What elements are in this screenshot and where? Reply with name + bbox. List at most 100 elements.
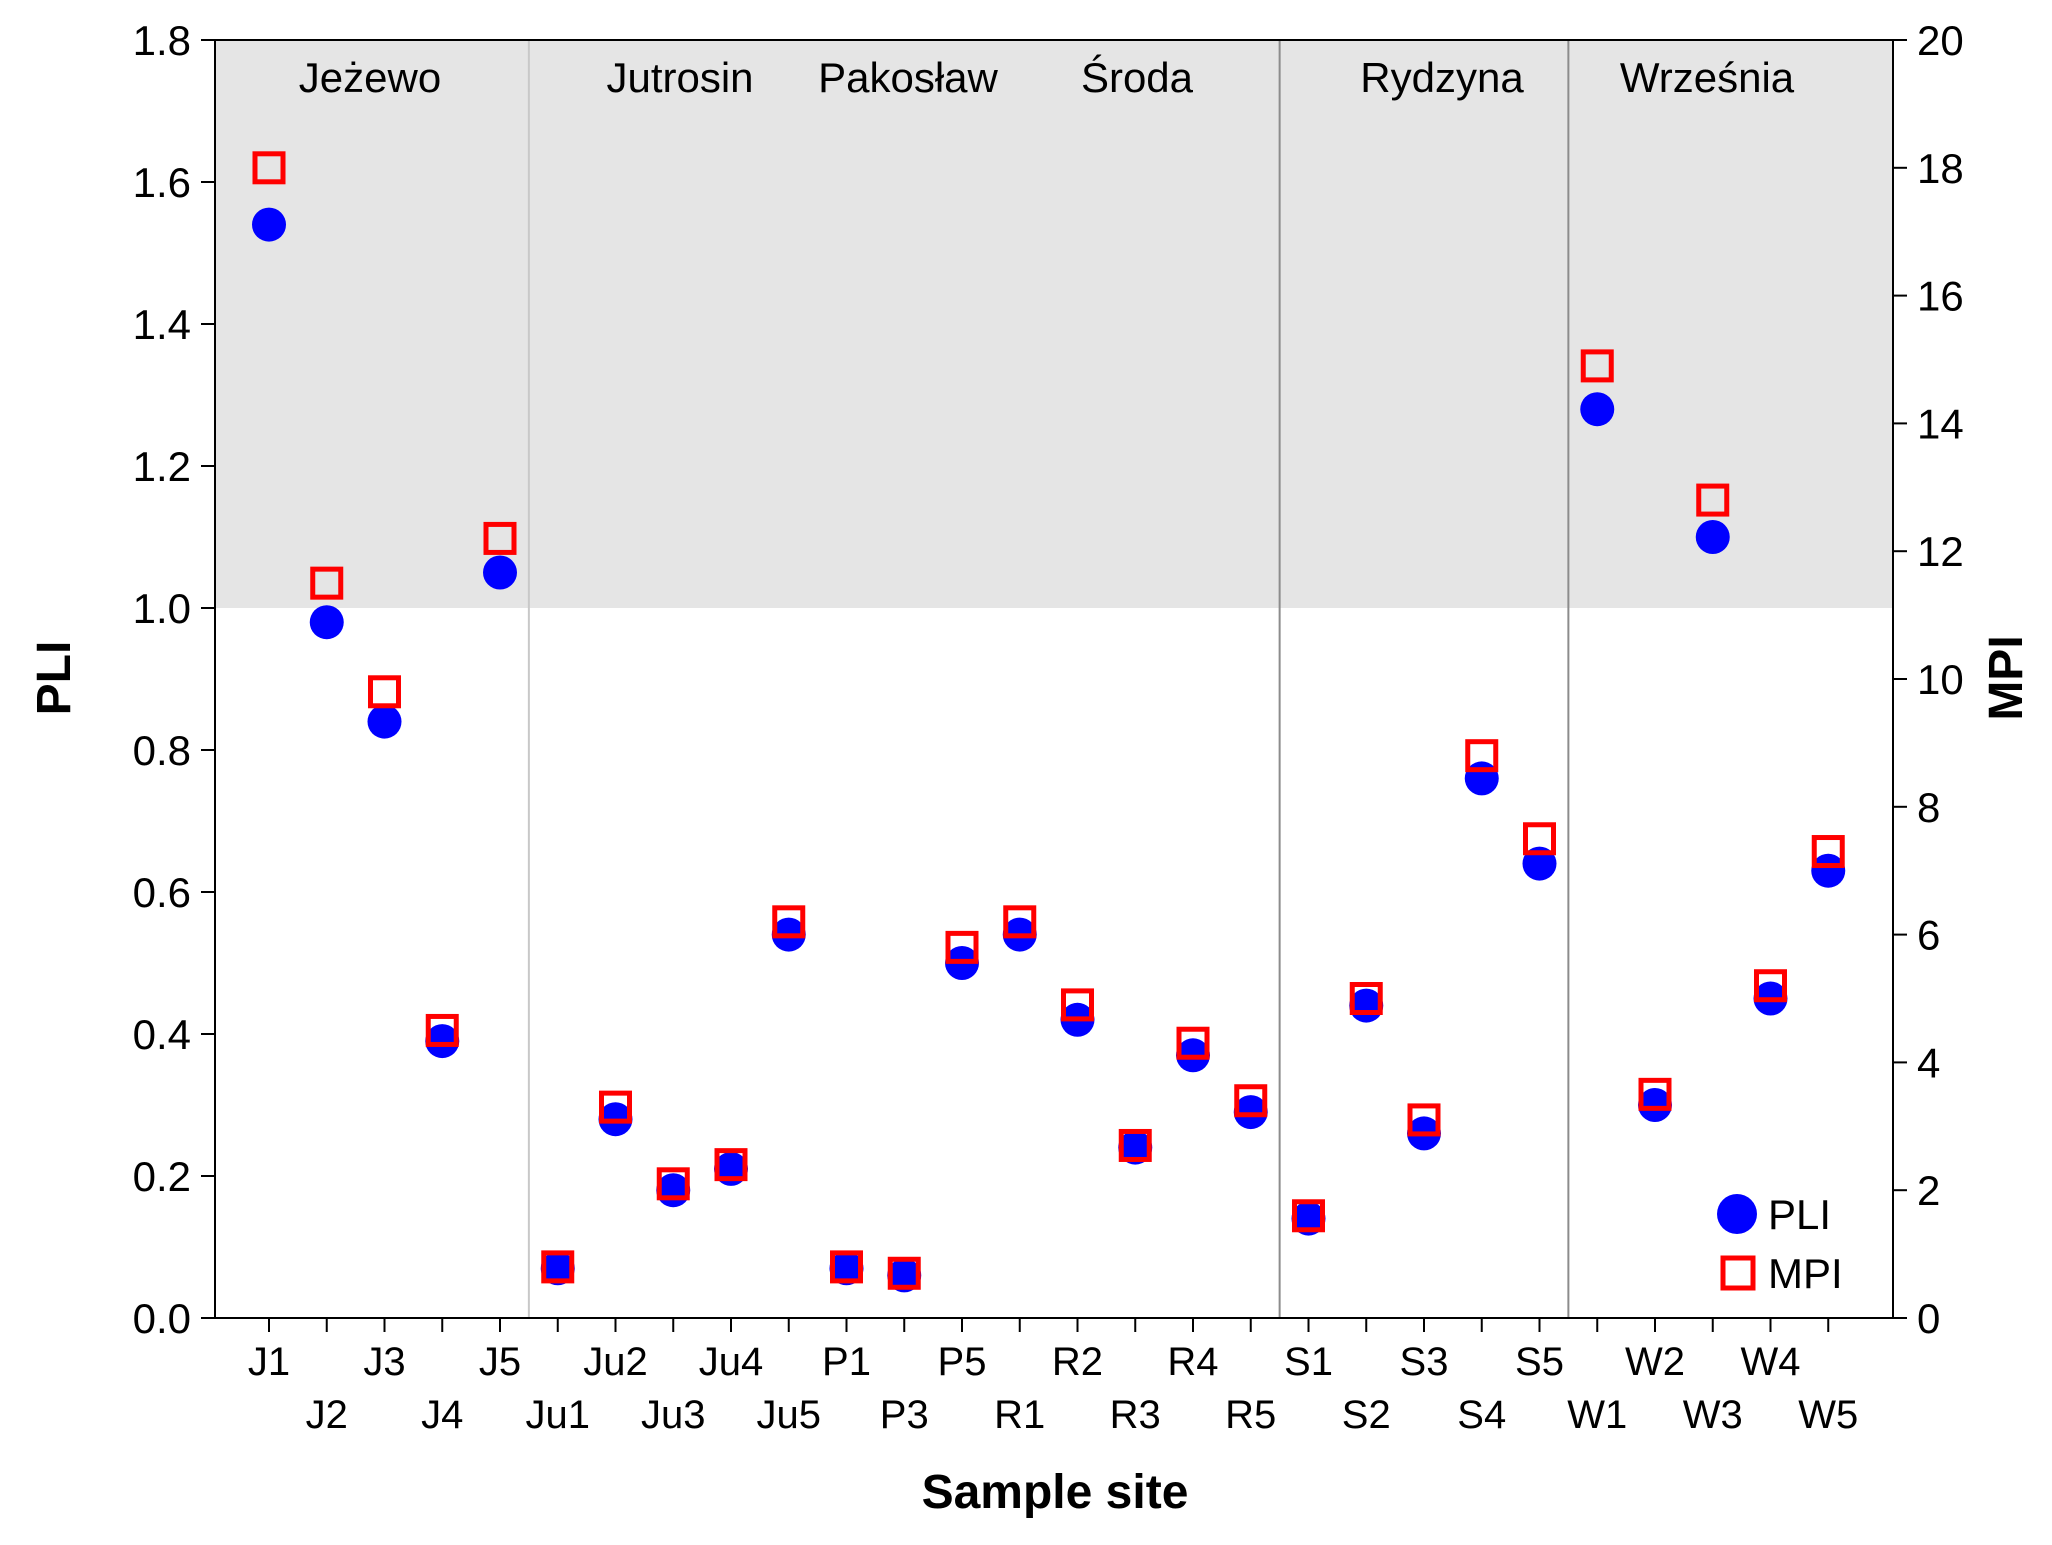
right-tick-label: 4: [1917, 1039, 1940, 1086]
mpi-point: [1349, 982, 1383, 1015]
mpi-point: [1465, 739, 1499, 773]
left-axis-title: PLI: [28, 641, 81, 716]
pli-point: [540, 1251, 575, 1286]
left-tick-label: 0.4: [133, 1011, 191, 1058]
mpi-point: [1176, 1026, 1210, 1060]
site-label: J1: [248, 1340, 290, 1384]
mpi-point: [656, 1167, 690, 1201]
site-label: S1: [1284, 1340, 1333, 1384]
mpi-point: [1407, 1103, 1441, 1137]
site-label: R3: [1110, 1393, 1161, 1437]
site-label: J3: [363, 1340, 405, 1384]
left-tick-label: 1.0: [133, 585, 191, 632]
mpi-point: [1118, 1128, 1152, 1162]
pli-point: [1118, 1130, 1153, 1165]
mpi-point: [541, 1250, 575, 1284]
pli-point: [1638, 1088, 1672, 1122]
mpi-point: [1580, 349, 1614, 383]
region-labels: Jeżewo Jutrosin Pakosław Środa Rydzyna Wrześn…: [299, 53, 1795, 101]
pli-point: [483, 555, 517, 590]
left-tick-label: 0.8: [133, 727, 191, 774]
x-axis-title: Sample site: [922, 1466, 1189, 1519]
mpi-point: [830, 1250, 863, 1284]
shaded-region: [215, 40, 1893, 608]
mpi-point: [772, 905, 806, 939]
right-tick-label: 2: [1917, 1167, 1940, 1214]
pli-point: [1811, 853, 1846, 888]
region-label: Września: [1620, 54, 1795, 101]
data-points: [252, 151, 1846, 1293]
legend-mpi-marker: [1720, 1255, 1756, 1291]
pli-point: [1291, 1201, 1326, 1236]
pli-point: [829, 1251, 864, 1286]
mpi-point: [945, 930, 979, 964]
site-label: P3: [880, 1393, 929, 1437]
site-label: Ju4: [699, 1340, 764, 1384]
mpi-point: [1234, 1084, 1268, 1118]
site-label: P5: [938, 1340, 987, 1384]
left-axis-ticks: 0.0 0.2 0.4 0.6 0.8 1.0 1.2 1.4 1.6 1.8: [133, 17, 215, 1342]
site-label: W3: [1683, 1393, 1743, 1437]
mpi-point: [599, 1090, 632, 1124]
pli-point: [367, 704, 402, 739]
mpi-point: [1754, 969, 1787, 1003]
region-label: Rydzyna: [1360, 54, 1524, 101]
site-label: S5: [1515, 1340, 1564, 1384]
pli-point: [309, 605, 344, 640]
site-label: R2: [1052, 1340, 1103, 1384]
mpi-point: [1292, 1199, 1325, 1233]
right-tick-label: 8: [1917, 784, 1940, 831]
site-label: J2: [306, 1393, 348, 1437]
site-label: J5: [479, 1340, 521, 1384]
site-label: S4: [1457, 1393, 1506, 1437]
region-dividers: [527, 40, 1570, 1318]
right-tick-label: 10: [1917, 656, 1964, 703]
site-label: Ju2: [583, 1340, 648, 1384]
mpi-point: [252, 151, 286, 185]
site-label: W4: [1741, 1340, 1801, 1384]
mpi-point: [425, 1013, 459, 1047]
region-label: Środa: [1081, 53, 1194, 101]
site-label: R5: [1225, 1393, 1276, 1437]
right-tick-label: 0: [1917, 1295, 1940, 1342]
legend-mpi-label: MPI: [1768, 1250, 1843, 1297]
left-tick-label: 0.2: [133, 1153, 191, 1200]
left-tick-label: 1.8: [133, 17, 191, 64]
site-label: R1: [994, 1393, 1045, 1437]
site-label: W2: [1625, 1340, 1685, 1384]
right-axis-title: MPI: [1980, 635, 2033, 720]
mpi-point: [1061, 988, 1094, 1022]
mpi-point: [483, 521, 517, 555]
mpi-point: [1003, 905, 1037, 939]
mpi-point: [368, 675, 401, 709]
pli-point: [1233, 1095, 1268, 1130]
site-label: J4: [421, 1393, 463, 1437]
mpi-point: [887, 1256, 921, 1290]
legend-pli-label: PLI: [1768, 1191, 1831, 1238]
region-label: Jutrosin: [606, 54, 753, 101]
mpi-point: [1523, 822, 1556, 856]
mpi-point: [714, 1148, 748, 1182]
pli-point: [252, 207, 286, 242]
left-tick-label: 1.4: [133, 301, 191, 348]
region-label: Pakosław: [818, 54, 998, 101]
legend: PLI MPI: [1717, 1191, 1843, 1297]
site-label: P1: [822, 1340, 871, 1384]
region-label: Jeżewo: [299, 54, 441, 101]
left-tick-label: 0.0: [133, 1295, 191, 1342]
mpi-point: [1811, 835, 1845, 869]
right-tick-label: 16: [1917, 273, 1964, 320]
site-label: Ju1: [526, 1393, 591, 1437]
mpi-point: [310, 566, 344, 600]
mpi-point: [1638, 1077, 1672, 1111]
legend-pli-marker: [1717, 1194, 1757, 1234]
pli-point: [887, 1258, 922, 1293]
right-tick-label: 14: [1917, 400, 1964, 447]
site-label: S3: [1400, 1340, 1449, 1384]
right-axis-ticks: 0 2 4 6 8 10 12 14 16 18 20: [1893, 17, 1964, 1342]
left-tick-label: 0.6: [133, 869, 191, 916]
site-label: S2: [1342, 1393, 1391, 1437]
right-tick-label: 6: [1917, 912, 1940, 959]
